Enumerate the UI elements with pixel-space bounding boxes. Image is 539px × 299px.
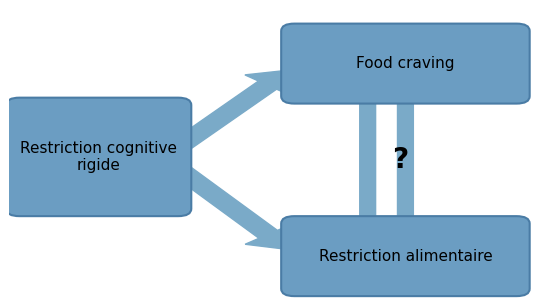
Text: ?: ? xyxy=(392,146,408,174)
FancyBboxPatch shape xyxy=(6,98,191,216)
Text: Food craving: Food craving xyxy=(356,56,455,71)
Polygon shape xyxy=(114,70,290,190)
FancyBboxPatch shape xyxy=(281,216,530,296)
FancyBboxPatch shape xyxy=(281,24,530,103)
Text: Restriction cognitive
rigide: Restriction cognitive rigide xyxy=(20,141,177,173)
Polygon shape xyxy=(385,25,425,295)
Polygon shape xyxy=(348,25,388,295)
Text: Restriction alimentaire: Restriction alimentaire xyxy=(319,249,492,264)
Polygon shape xyxy=(113,124,291,250)
